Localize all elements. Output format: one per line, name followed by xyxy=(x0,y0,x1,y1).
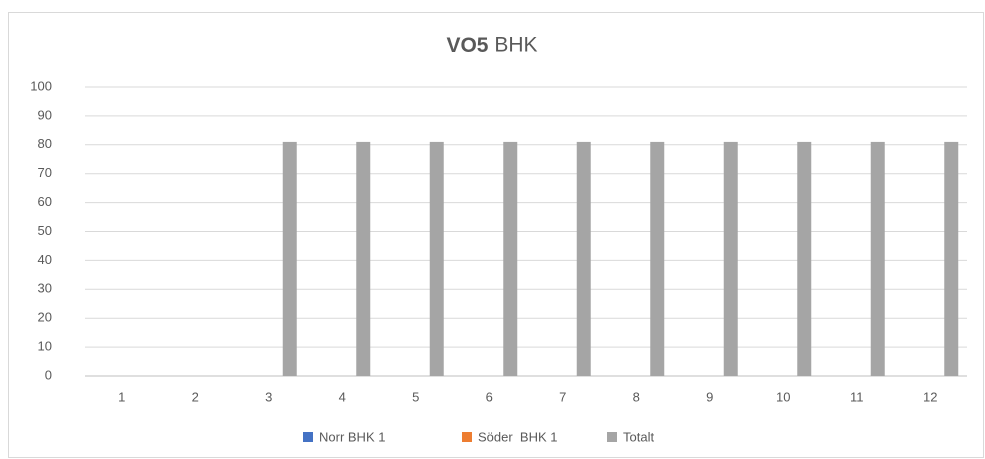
x-tick-label: 9 xyxy=(706,389,713,404)
legend-swatch xyxy=(303,432,313,442)
bar xyxy=(797,141,812,376)
y-tick-label: 100 xyxy=(30,78,52,93)
x-tick-label: 6 xyxy=(486,389,493,404)
y-tick-label: 20 xyxy=(38,310,52,325)
x-tick-label: 1 xyxy=(118,389,125,404)
bar xyxy=(723,141,738,376)
x-tick-label: 2 xyxy=(192,389,199,404)
y-tick-label: 0 xyxy=(45,367,52,382)
legend-label: Söder BHK 1 xyxy=(478,429,558,444)
bar xyxy=(503,141,518,376)
y-tick-label: 50 xyxy=(38,223,52,238)
legend-swatch xyxy=(462,432,472,442)
bar xyxy=(576,141,591,376)
y-tick-label: 70 xyxy=(38,165,52,180)
chart-title: VO5 BHK xyxy=(446,34,537,57)
chart-frame xyxy=(8,12,984,458)
legend-swatch xyxy=(607,432,617,442)
bar xyxy=(356,141,371,376)
x-tick-label: 5 xyxy=(412,389,419,404)
x-tick-label: 7 xyxy=(559,389,566,404)
x-tick-label: 3 xyxy=(265,389,272,404)
y-tick-label: 40 xyxy=(38,252,52,267)
x-tick-label: 10 xyxy=(776,389,790,404)
y-tick-label: 60 xyxy=(38,194,52,209)
bar xyxy=(650,141,665,376)
y-tick-label: 10 xyxy=(38,339,52,354)
bar xyxy=(870,141,885,376)
legend-label: Totalt xyxy=(623,429,654,444)
bar xyxy=(944,141,959,376)
x-tick-label: 12 xyxy=(923,389,937,404)
y-tick-label: 90 xyxy=(38,107,52,122)
x-tick-label: 4 xyxy=(339,389,346,404)
y-tick-label: 30 xyxy=(38,281,52,296)
x-tick-label: 8 xyxy=(633,389,640,404)
legend-label: Norr BHK 1 xyxy=(319,429,385,444)
x-tick-label: 11 xyxy=(850,389,864,404)
bar xyxy=(282,141,297,376)
bar xyxy=(429,141,444,376)
y-tick-label: 80 xyxy=(38,136,52,151)
